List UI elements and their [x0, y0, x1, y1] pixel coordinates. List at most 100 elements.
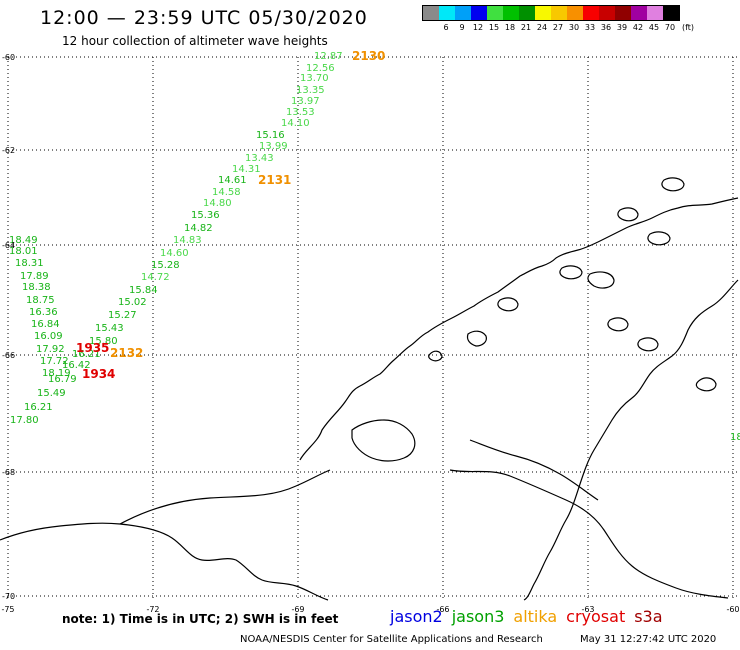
- legend-swatch: [455, 6, 471, 20]
- wave-height-value: 14.61: [218, 175, 247, 186]
- wave-height-value: 14.83: [173, 235, 202, 246]
- lon-label: -60: [726, 605, 739, 614]
- wave-height-value: 17.92: [36, 344, 65, 355]
- legend-unit: (ft): [681, 23, 695, 32]
- legend-swatch: [631, 6, 647, 20]
- page-subtitle: 12 hour collection of altimeter wave hei…: [62, 34, 328, 48]
- wave-height-value: 14.31: [232, 164, 261, 175]
- lon-label: -72: [146, 605, 159, 614]
- wave-height-value: 12.56: [306, 63, 335, 74]
- wave-height-value: 13.53: [286, 107, 315, 118]
- satellite-s3a: s3a: [634, 607, 663, 626]
- wave-height-value: 15.27: [108, 310, 137, 321]
- wave-height-value: 16.36: [29, 307, 58, 318]
- pass-time-label: 1935: [76, 341, 109, 355]
- legend-label: 30: [568, 23, 580, 32]
- lat-label: -60: [2, 53, 15, 62]
- footer-note: note: 1) Time is in UTC; 2) SWH is in fe…: [62, 612, 339, 626]
- alexander-island-coast: [0, 522, 329, 601]
- wave-height-value: 16.21: [72, 349, 101, 360]
- axis-labels: -60 -62 -64 -66 -68 -70 -75 -72 -69 -66 -63 -60: [1, 53, 739, 614]
- legend-swatch: [535, 6, 551, 20]
- legend-label: 21: [520, 23, 532, 32]
- adelaide-island: [351, 419, 416, 462]
- wave-height-value: 18.01: [9, 246, 38, 257]
- wave-height-value: 15.84: [129, 285, 158, 296]
- wave-height-value: 15.28: [151, 260, 180, 271]
- legend-label: 36: [600, 23, 612, 32]
- island-10: [695, 377, 717, 392]
- wave-height-value: 15.16: [256, 130, 285, 141]
- legend-label: 12: [472, 23, 484, 32]
- legend-swatch: [647, 6, 663, 20]
- wave-height-value: 18.75: [26, 295, 55, 306]
- lat-label: -70: [2, 592, 15, 601]
- island-11: [428, 350, 443, 362]
- peninsula-inner-coast: [523, 279, 739, 601]
- legend-label: 42: [632, 23, 644, 32]
- legend-swatch: [503, 6, 519, 20]
- wave-height-value: 16.09: [34, 331, 63, 342]
- wave-height-value: 13.97: [291, 96, 320, 107]
- lat-label: -62: [2, 146, 15, 155]
- lat-label: -66: [2, 351, 15, 360]
- wave-height-value: 15.43: [95, 323, 124, 334]
- wave-height-value: 14.10: [281, 118, 310, 129]
- legend-swatch: [551, 6, 567, 20]
- wave-height-value: 16.42: [62, 360, 91, 371]
- lon-label: -63: [581, 605, 594, 614]
- island-6: [647, 231, 671, 246]
- legend-swatch: [423, 6, 439, 20]
- island-8: [607, 317, 629, 332]
- wave-height-value: 18: [730, 432, 740, 443]
- generation-timestamp: May 31 12:27:42 UTC 2020: [580, 634, 717, 645]
- wave-height-value: 15.49: [37, 388, 66, 399]
- wave-height-value: 15.80: [89, 336, 118, 347]
- legend-swatch: [471, 6, 487, 20]
- wave-height-value: 13.35: [296, 85, 325, 96]
- wave-height-value: 13.43: [245, 153, 274, 164]
- satellite-legend: jason2 jason3 altika cryosat s3a: [390, 607, 663, 626]
- wave-height-value: 18.38: [22, 282, 51, 293]
- pass-time-label: 2130: [352, 49, 385, 63]
- ice-shelf-edge: [449, 469, 729, 599]
- legend-label: 24: [536, 23, 548, 32]
- satellite-altika: altika: [513, 607, 558, 626]
- wave-height-value: 13.70: [300, 73, 329, 84]
- island-3: [559, 265, 583, 280]
- wave-height-labels: 12.8712.5613.7013.3513.9713.5314.1015.16…: [9, 49, 740, 443]
- lon-label: -75: [1, 605, 14, 614]
- wave-height-value: 16.84: [31, 319, 60, 330]
- ice-shelf-inner: [469, 439, 599, 501]
- wave-height-value: 14.80: [203, 198, 232, 209]
- legend-swatch: [599, 6, 615, 20]
- wave-height-value: 17.80: [10, 415, 39, 426]
- wave-height-value: 12.87: [314, 51, 343, 62]
- color-legend: 6 9 12 15 18 21 24 27 30 33 36 39 42 45 70 (ft): [422, 5, 694, 33]
- island-9: [637, 337, 659, 352]
- legend-label: 70: [664, 23, 676, 32]
- island-2: [497, 297, 519, 312]
- pass-time-label: 2131: [258, 173, 291, 187]
- credit-line: NOAA/NESDIS Center for Satellite Applica…: [240, 634, 543, 645]
- legend-swatches: [422, 5, 680, 21]
- legend-swatch: [439, 6, 455, 20]
- lat-label: -68: [2, 468, 15, 477]
- legend-label: 9: [459, 23, 465, 32]
- wave-height-value: 18.31: [15, 258, 44, 269]
- legend-swatch: [487, 6, 503, 20]
- island-7: [661, 177, 685, 192]
- lon-label: -66: [436, 605, 449, 614]
- wave-height-value: 16.79: [48, 374, 77, 385]
- wave-height-value: 17.89: [20, 271, 49, 282]
- legend-swatch: [663, 6, 679, 20]
- lon-label: -69: [291, 605, 304, 614]
- wave-height-value: 15.36: [191, 210, 220, 221]
- legend-label: 45: [648, 23, 660, 32]
- legend-label: 18: [504, 23, 516, 32]
- wave-height-value: 14.82: [184, 223, 213, 234]
- wave-height-value: 15.02: [118, 297, 147, 308]
- legend-swatch: [519, 6, 535, 20]
- pass-time-label: 2132: [110, 346, 143, 360]
